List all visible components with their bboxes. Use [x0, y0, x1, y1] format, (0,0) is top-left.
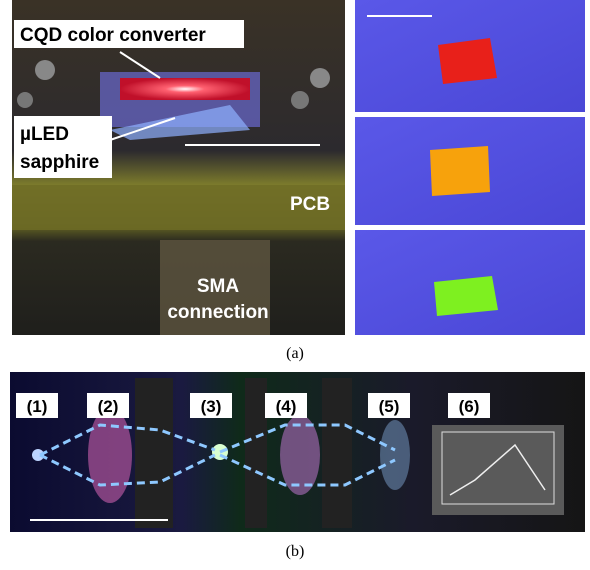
stage-label: (5) [379, 397, 400, 416]
label-uled: µLED [20, 124, 69, 145]
stage-label: (3) [201, 397, 222, 416]
caption-b: (b) [286, 543, 305, 560]
label-uled: sapphire [20, 152, 99, 173]
caption-a: (a) [286, 345, 304, 362]
stage-label: (2) [98, 397, 119, 416]
label-sma: SMA [197, 276, 240, 297]
figure: CQD color converter µLED sapphire PCB SM… [0, 0, 590, 570]
label-cqd: CQD color converter [20, 25, 206, 46]
photo-converters [355, 0, 585, 335]
stage-label: (1) [27, 397, 48, 416]
label-pcb: PCB [290, 194, 330, 215]
stage-label: (4) [276, 397, 297, 416]
stage-label: (6) [459, 397, 480, 416]
label-sma: connection [167, 302, 268, 323]
